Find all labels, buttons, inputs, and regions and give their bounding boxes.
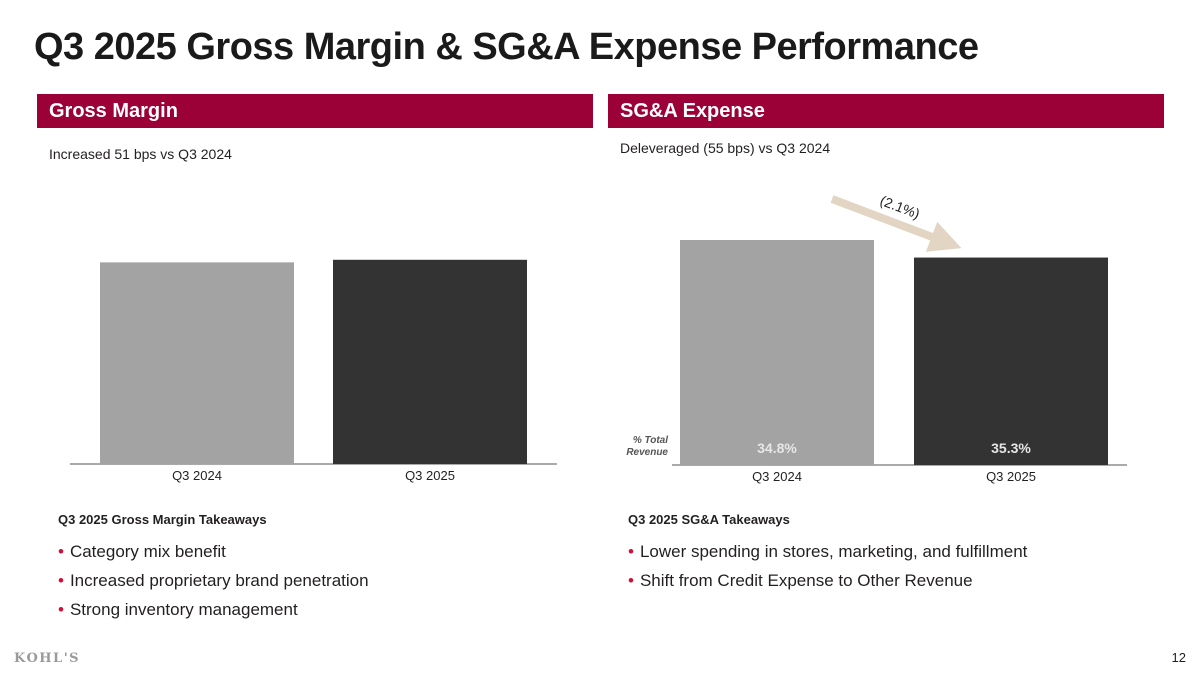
list-item: • Lower spending in stores, marketing, an… xyxy=(628,540,1027,569)
gross-margin-takeaways-title: Q3 2025 Gross Margin Takeaways xyxy=(58,512,267,527)
list-item: • Category mix benefit xyxy=(58,540,369,569)
gross-margin-header: Gross Margin xyxy=(37,94,593,128)
bullet-icon: • xyxy=(628,571,634,590)
gross-margin-chart: Q3 2024 Q3 2025 xyxy=(70,259,557,483)
sga-pct-total-label-2: Revenue xyxy=(626,447,668,458)
list-item: • Increased proprietary brand penetration xyxy=(58,569,369,598)
list-item: • Strong inventory management xyxy=(58,598,369,627)
gross-margin-takeaways-list: • Category mix benefit • Increased proprie… xyxy=(58,540,369,627)
bullet-icon: • xyxy=(58,542,64,561)
page-number: 12 xyxy=(1171,650,1186,665)
sga-decline-arrow xyxy=(830,195,962,252)
gross-margin-tick-q3-2025: Q3 2025 xyxy=(405,468,455,483)
sga-subtitle: Deleveraged (55 bps) vs Q3 2024 xyxy=(620,140,831,156)
sga-chart: 34.8% 35.3% % Total Revenue Q3 2024 Q3 2… xyxy=(626,192,1127,484)
takeaway-text: Category mix benefit xyxy=(69,542,226,561)
sga-takeaways-title: Q3 2025 SG&A Takeaways xyxy=(628,512,790,527)
takeaway-text: Lower spending in stores, marketing, and… xyxy=(639,542,1028,561)
sga-bar-q3-2024 xyxy=(680,240,874,465)
sga-data-label-q3-2025: 35.3% xyxy=(991,440,1031,456)
takeaway-text: Shift from Credit Expense to Other Reven… xyxy=(639,571,973,590)
bullet-icon: • xyxy=(628,542,634,561)
sga-bar-q3-2025 xyxy=(914,257,1108,465)
page-title: Q3 2025 Gross Margin & SG&A Expense Perf… xyxy=(34,26,979,68)
gross-margin-bar-q3-2024 xyxy=(100,262,294,464)
gross-margin-tick-q3-2024: Q3 2024 xyxy=(172,468,222,483)
kohls-logo: KOHL'S xyxy=(14,651,81,666)
bullet-icon: • xyxy=(58,571,64,590)
sga-takeaways-list: • Lower spending in stores, marketing, an… xyxy=(628,540,1027,598)
sga-pct-total-label: % Total xyxy=(633,435,668,446)
gross-margin-subtitle: Increased 51 bps vs Q3 2024 xyxy=(49,146,232,162)
takeaway-text: Increased proprietary brand penetration xyxy=(69,571,369,590)
bullet-icon: • xyxy=(58,600,64,619)
sga-data-label-q3-2024: 34.8% xyxy=(757,440,797,456)
sga-expense-header: SG&A Expense xyxy=(608,94,1164,128)
list-item: • Shift from Credit Expense to Other Reve… xyxy=(628,569,1027,598)
sga-tick-q3-2025: Q3 2025 xyxy=(986,469,1036,484)
takeaway-text: Strong inventory management xyxy=(69,600,298,619)
gross-margin-bar-q3-2025 xyxy=(333,259,527,464)
sga-tick-q3-2024: Q3 2024 xyxy=(752,469,802,484)
